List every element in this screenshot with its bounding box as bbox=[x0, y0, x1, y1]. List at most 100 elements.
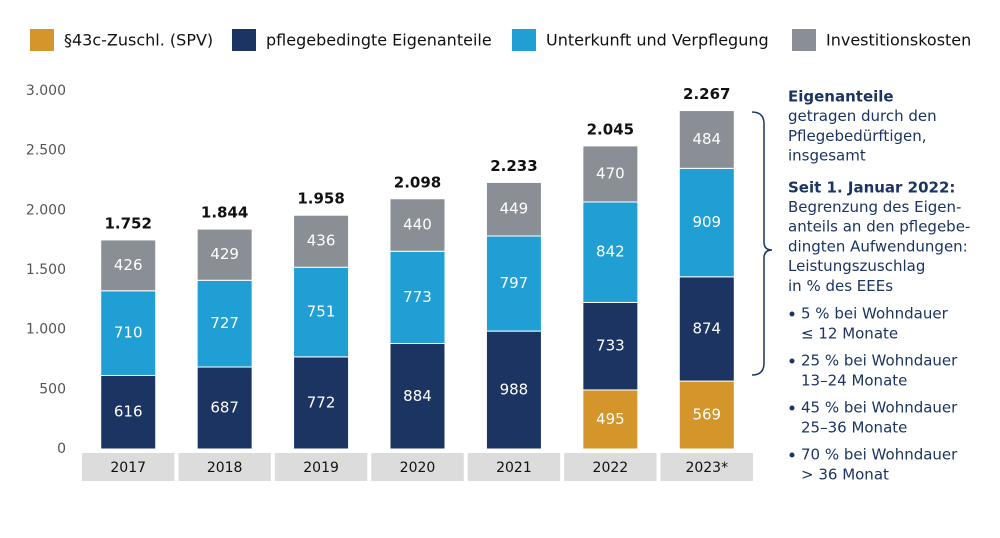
segment-label: 727 bbox=[210, 314, 239, 332]
bullet-line: 5 % bei Wohndauer bbox=[801, 305, 949, 323]
note-heading: Seit 1. Januar 2022: bbox=[788, 178, 955, 196]
bar-segment bbox=[293, 214, 350, 268]
segment-label: 616 bbox=[114, 403, 143, 421]
bullet-line: > 36 Monat bbox=[801, 466, 889, 484]
bullet-line: 70 % bei Wohndauer bbox=[801, 446, 958, 464]
bar-segment bbox=[678, 110, 735, 169]
bullet-line: 13–24 Monate bbox=[801, 372, 907, 390]
x-tick-label: 2019 bbox=[303, 460, 339, 476]
category-box bbox=[82, 453, 175, 481]
segment-label: 710 bbox=[114, 324, 143, 342]
bar-segment bbox=[678, 167, 735, 278]
bar-segment bbox=[678, 380, 735, 450]
note-line: Pflegebedürftigen, bbox=[788, 127, 927, 145]
bar-segment bbox=[389, 250, 446, 345]
segment-label: 874 bbox=[692, 319, 721, 337]
bar-segment bbox=[582, 389, 639, 450]
legend-swatch bbox=[232, 29, 256, 51]
category-box bbox=[564, 453, 657, 481]
bullet-line: 25–36 Monate bbox=[801, 419, 907, 437]
legend-swatch bbox=[30, 29, 54, 51]
total-label: 1.844 bbox=[201, 204, 248, 222]
bar-segment bbox=[100, 374, 157, 450]
segment-label: 797 bbox=[500, 274, 529, 292]
x-tick-label: 2023* bbox=[685, 460, 728, 476]
y-tick-label: 500 bbox=[39, 381, 66, 397]
category-box bbox=[660, 453, 753, 481]
note-heading: Eigenanteile bbox=[788, 88, 894, 106]
segment-label: 909 bbox=[692, 213, 721, 231]
segment-label: 449 bbox=[500, 200, 529, 218]
category-box bbox=[467, 453, 561, 481]
segment-label: 440 bbox=[403, 216, 432, 234]
bar-segment bbox=[485, 235, 542, 332]
segment-label: 470 bbox=[596, 164, 625, 182]
legend-label: Unterkunft und Verpflegung bbox=[546, 31, 769, 50]
x-tick-label: 2021 bbox=[496, 460, 532, 476]
y-tick-label: 1.500 bbox=[26, 262, 66, 278]
total-label: 2.233 bbox=[490, 157, 537, 175]
note-line: in % des EEEs bbox=[788, 277, 893, 295]
note-line: Leistungszuschlag bbox=[788, 257, 925, 275]
bar-segment bbox=[678, 276, 735, 382]
bar-segment bbox=[196, 228, 253, 281]
total-label: 1.752 bbox=[104, 214, 151, 232]
bar-segment bbox=[100, 239, 157, 292]
segment-label: 495 bbox=[596, 410, 625, 428]
x-tick-label: 2017 bbox=[110, 460, 146, 476]
bullet-line: 25 % bei Wohndauer bbox=[801, 352, 958, 370]
segment-label: 426 bbox=[114, 256, 143, 274]
bullet-line: ≤ 12 Monate bbox=[801, 325, 898, 343]
category-box bbox=[274, 453, 368, 481]
bar-segment bbox=[293, 266, 350, 358]
category-box bbox=[178, 453, 271, 481]
total-label: 1.958 bbox=[297, 190, 344, 208]
note-line: anteils an den pflegebe- bbox=[788, 218, 970, 236]
segment-label: 772 bbox=[307, 393, 336, 411]
segment-label: 733 bbox=[596, 337, 625, 355]
bar-segment bbox=[196, 279, 253, 368]
bar-segment bbox=[582, 301, 639, 391]
note-line: dingten Aufwendungen: bbox=[788, 237, 968, 255]
y-tick-label: 2.500 bbox=[26, 143, 66, 159]
bar-segment bbox=[485, 181, 542, 237]
bar-segment bbox=[582, 201, 639, 303]
legend-label: pflegebedingte Eigenanteile bbox=[266, 31, 492, 50]
segment-label: 484 bbox=[692, 130, 721, 148]
note-line: Begrenzung des Eigen- bbox=[788, 198, 961, 216]
legend-swatch bbox=[792, 29, 816, 51]
total-label: 2.045 bbox=[587, 120, 634, 138]
total-label: 2.267 bbox=[683, 85, 730, 103]
segment-label: 773 bbox=[403, 288, 432, 306]
x-tick-label: 2022 bbox=[593, 460, 629, 476]
y-tick-label: 0 bbox=[57, 441, 66, 457]
bullet bbox=[789, 311, 795, 317]
segment-label: 842 bbox=[596, 243, 625, 261]
x-tick-label: 2018 bbox=[207, 460, 243, 476]
x-tick-label: 2020 bbox=[400, 460, 436, 476]
total-label: 2.098 bbox=[394, 173, 441, 191]
bar-segment bbox=[485, 330, 542, 450]
legend-label: Investitionskosten bbox=[826, 31, 971, 50]
segment-label: 429 bbox=[210, 245, 239, 263]
bullet bbox=[789, 358, 795, 364]
y-tick-label: 1.000 bbox=[26, 322, 66, 338]
bracket bbox=[751, 111, 773, 376]
segment-label: 751 bbox=[307, 303, 336, 321]
segment-label: 884 bbox=[403, 387, 432, 405]
segment-label: 569 bbox=[692, 406, 721, 424]
bullet bbox=[789, 405, 795, 411]
y-tick-label: 2.000 bbox=[26, 202, 66, 218]
bullet bbox=[789, 452, 795, 458]
legend-label: §43c-Zuschl. (SPV) bbox=[64, 31, 213, 50]
category-box bbox=[371, 453, 464, 481]
bar-segment bbox=[389, 343, 446, 450]
bullet-line: 45 % bei Wohndauer bbox=[801, 399, 958, 417]
legend-swatch bbox=[512, 29, 536, 51]
segment-label: 988 bbox=[500, 381, 529, 399]
note-line: insgesamt bbox=[788, 147, 866, 165]
bar-segment bbox=[389, 198, 446, 252]
segment-label: 436 bbox=[307, 232, 336, 250]
y-tick-label: 3.000 bbox=[26, 83, 66, 99]
